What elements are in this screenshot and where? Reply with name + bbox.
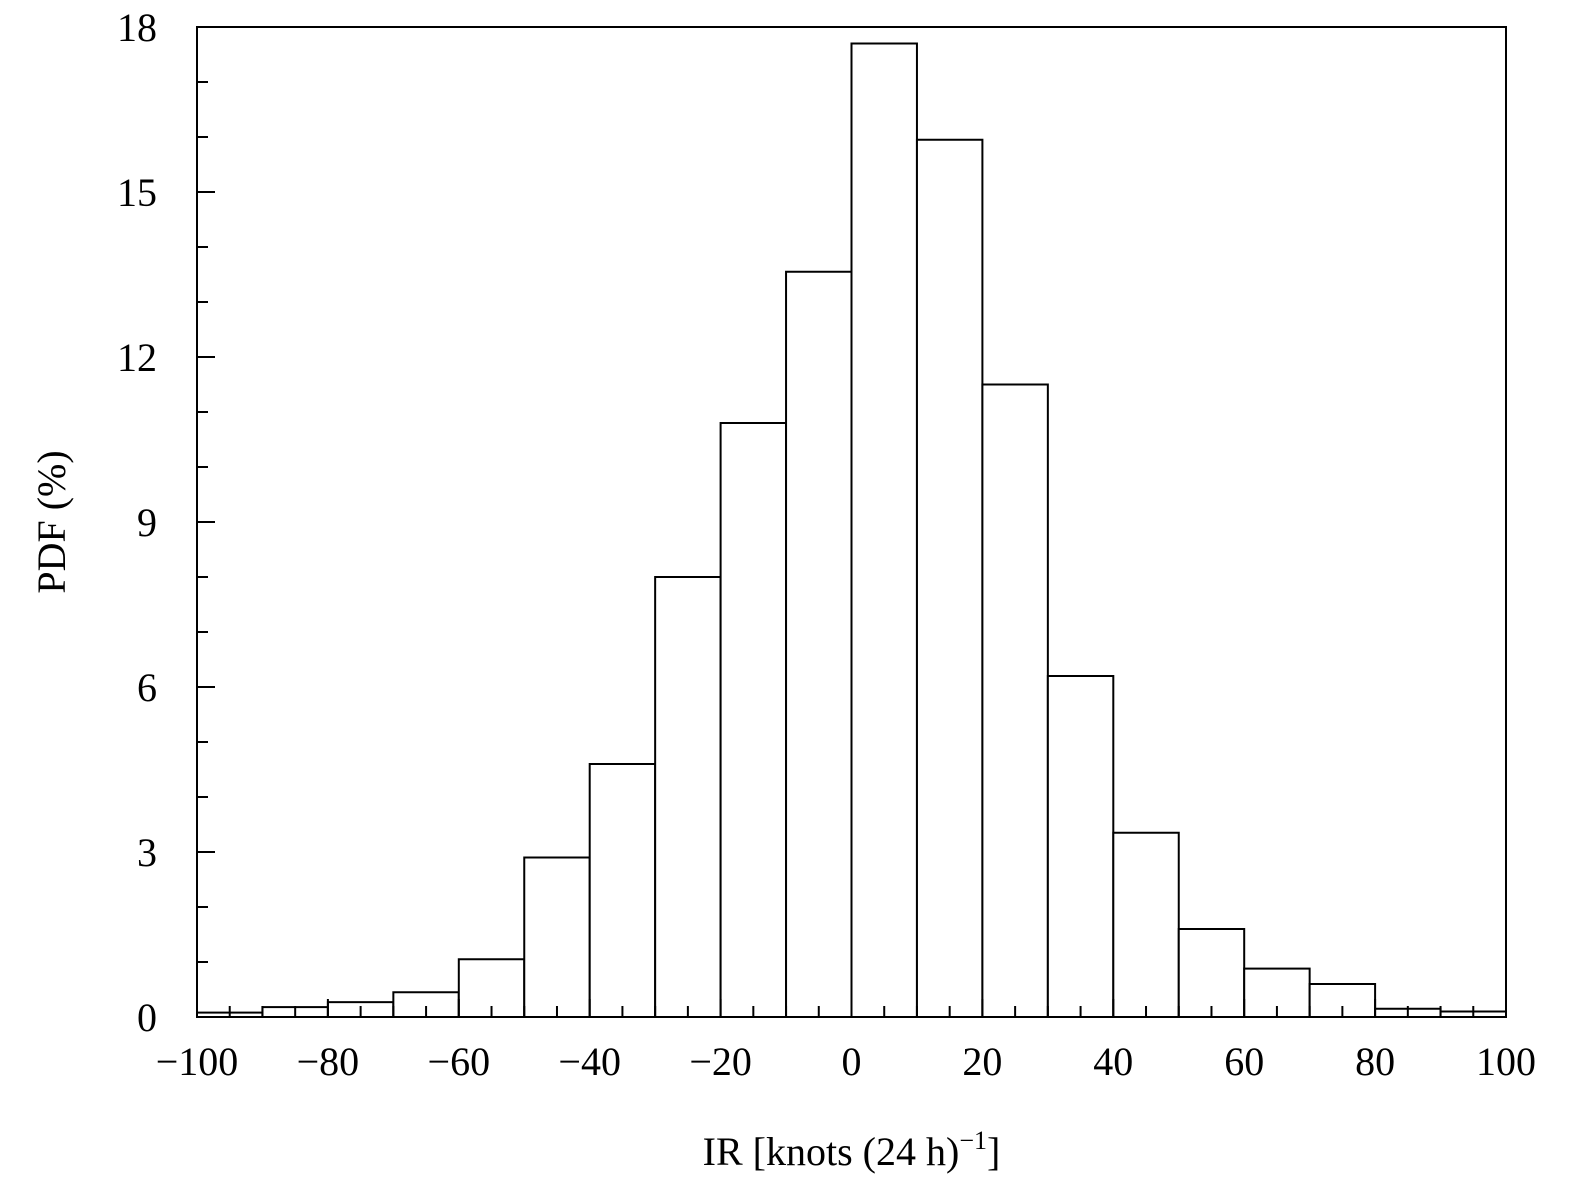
x-tick-label: 40: [1093, 1039, 1133, 1084]
x-axis-tick-labels: −100 −80 −60 −40 −20 0 20 40 60 80 100: [156, 1039, 1536, 1084]
x-tick-label: 0: [842, 1039, 862, 1084]
histogram-bar: [981, 383, 1049, 1018]
x-tick-label: −20: [689, 1039, 752, 1084]
y-tick-label: 18: [117, 5, 157, 50]
histogram-bars: [196, 42, 1508, 1019]
y-axis-label: PDF (%): [29, 450, 74, 593]
y-tick-label: 6: [137, 665, 157, 710]
x-tick-label: 20: [962, 1039, 1002, 1084]
x-axis-label-suffix: ]: [987, 1129, 1000, 1174]
x-axis-label: IR [knots (24 h)−1]: [703, 1126, 1001, 1174]
histogram-bar: [785, 270, 853, 1018]
plot-frame: [196, 26, 1507, 1018]
x-tick-label: 80: [1355, 1039, 1395, 1084]
histogram-bar: [1112, 831, 1180, 1018]
histogram-bar: [523, 856, 591, 1018]
histogram-bar: [719, 422, 788, 1018]
y-axis-tick-labels: 0 3 6 9 12 15 18: [117, 5, 157, 1040]
histogram-bar: [1177, 928, 1246, 1018]
x-axis-label-main: IR [knots (24 h): [703, 1129, 960, 1174]
x-tick-label: 60: [1224, 1039, 1264, 1084]
histogram-bar: [850, 42, 918, 1018]
y-tick-label: 3: [137, 830, 157, 875]
histogram-bar: [588, 763, 657, 1018]
x-axis-ticks: [196, 999, 1507, 1017]
histogram-bar: [654, 576, 722, 1018]
y-tick-label: 9: [137, 500, 157, 545]
x-tick-label: −40: [558, 1039, 621, 1084]
y-tick-label: 0: [137, 995, 157, 1040]
y-tick-label: 15: [117, 170, 157, 215]
y-axis-ticks: [197, 26, 215, 1018]
x-tick-label: −80: [297, 1039, 360, 1084]
histogram-bar: [915, 138, 984, 1018]
histogram-bar: [1046, 675, 1115, 1018]
y-tick-label: 12: [117, 335, 157, 380]
x-tick-label: −100: [156, 1039, 239, 1084]
x-tick-label: −60: [428, 1039, 491, 1084]
x-axis-label-superscript: −1: [959, 1126, 987, 1155]
x-tick-label: 100: [1476, 1039, 1536, 1084]
